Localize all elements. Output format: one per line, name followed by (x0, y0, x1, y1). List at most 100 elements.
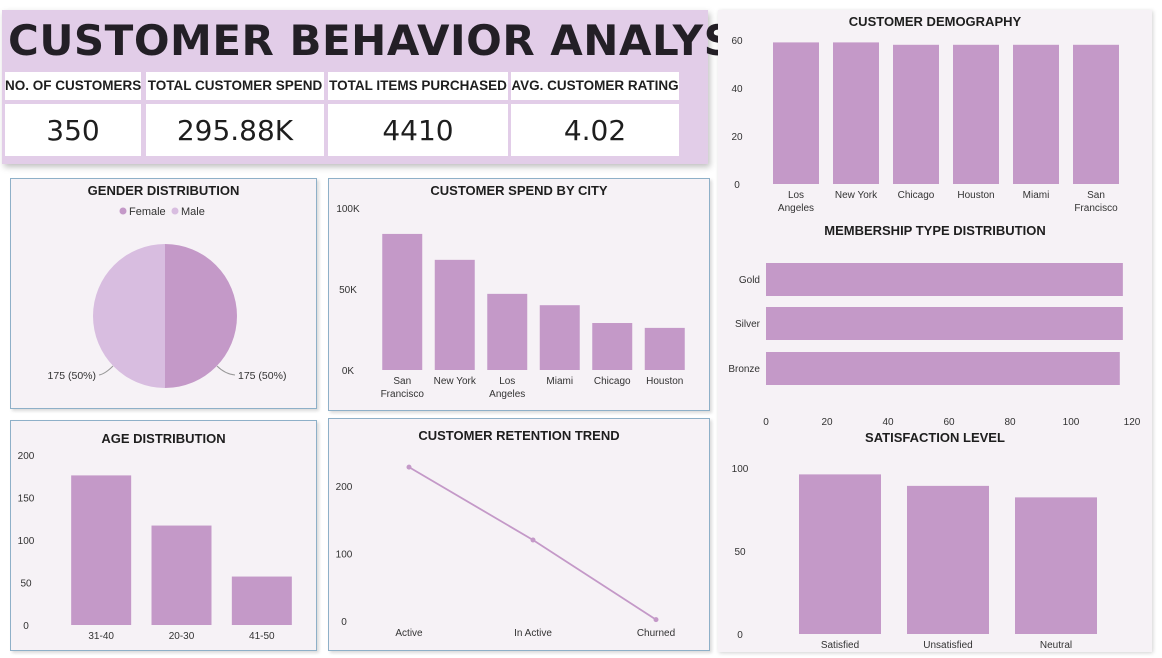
y-tick-label: 50 (734, 547, 746, 558)
y-tick-label: 100 (336, 550, 353, 561)
kpi-card-customers[interactable]: NO. OF CUSTOMERS 350 (5, 72, 141, 156)
x-tick-label: Churned (637, 628, 675, 639)
kpi-label: TOTAL CUSTOMER SPEND (146, 72, 324, 100)
y-tick-label: 100 (18, 536, 35, 547)
spend-by-city-panel[interactable]: CUSTOMER SPEND BY CITY 0K 50K 100K San Franc… (328, 178, 710, 411)
data-label: 175 (50%) (48, 370, 96, 382)
x-tick-label: San (393, 376, 411, 387)
x-tick-label: New York (434, 376, 477, 387)
y-tick-label: 200 (18, 451, 35, 462)
bar[interactable] (766, 263, 1123, 296)
legend-marker (119, 207, 127, 215)
x-tick-label: 0 (763, 417, 769, 428)
age-bar-chart[interactable]: 0 50 100 150 200 31-40 20-30 41-50 (11, 421, 318, 652)
x-tick-label: Francisco (1074, 203, 1118, 214)
retention-trend-panel[interactable]: CUSTOMER RETENTION TREND 0 100 200 Active In… (328, 418, 710, 651)
y-tick-label: 50 (20, 579, 32, 590)
pie-slice[interactable] (165, 244, 237, 388)
chart-title: MEMBERSHIP TYPE DISTRIBUTION (824, 223, 1046, 238)
bar[interactable] (644, 327, 685, 370)
x-tick-label: Angeles (778, 203, 814, 214)
kpi-card-spend[interactable]: TOTAL CUSTOMER SPEND 295.88K (146, 72, 324, 156)
bar[interactable] (434, 259, 475, 370)
kpi-value: 4.02 (511, 104, 679, 156)
bar[interactable] (833, 42, 879, 185)
x-tick-label: 60 (943, 417, 955, 428)
x-tick-label: Chicago (898, 190, 935, 201)
x-tick-label: Angeles (489, 389, 525, 400)
satisfaction-bar-chart[interactable]: 0 50 100 Satisfied Unsatisfied Neutral (718, 438, 1152, 652)
x-tick-label: Satisfied (821, 640, 859, 651)
x-tick-label: Houston (957, 190, 994, 201)
bar[interactable] (893, 44, 939, 184)
leader-line (98, 365, 114, 376)
y-tick-label: 40 (731, 84, 743, 95)
retention-line-chart[interactable]: 0 100 200 Active In Active Churned (329, 419, 711, 652)
demography-bar-chart[interactable]: 0 20 40 60 Los Angeles New York Chicago Houston M… (718, 10, 1152, 220)
x-tick-label: Francisco (381, 389, 425, 400)
kpi-card-items[interactable]: TOTAL ITEMS PURCHASED 4410 (328, 72, 508, 156)
series-line (408, 466, 657, 621)
x-tick-label: Neutral (1040, 640, 1072, 651)
kpi-label: TOTAL ITEMS PURCHASED (328, 72, 508, 100)
chart-title: AGE DISTRIBUTION (101, 431, 226, 446)
x-tick-label: Miami (1023, 190, 1050, 201)
bar[interactable] (231, 576, 292, 625)
bar[interactable] (799, 474, 881, 634)
bar[interactable] (539, 305, 580, 370)
y-tick-label: 200 (336, 482, 353, 493)
kpi-card-rating[interactable]: AVG. CUSTOMER RATING 4.02 (511, 72, 679, 156)
x-tick-label: San (1087, 190, 1105, 201)
chart-title: CUSTOMER SPEND BY CITY (430, 183, 608, 198)
x-tick-label: 20 (821, 417, 833, 428)
y-tick-label: 0 (341, 617, 347, 628)
bar[interactable] (1013, 44, 1059, 184)
data-label: 175 (50%) (238, 370, 286, 382)
legend-label: Male (181, 206, 205, 218)
data-point[interactable] (653, 617, 659, 623)
bar[interactable] (71, 475, 132, 625)
gender-distribution-panel[interactable]: GENDER DISTRIBUTION Female Male 175 (50%) 1… (10, 178, 317, 409)
membership-bar-chart[interactable]: Gold Silver Bronze 0 20 40 60 80 100 120 (718, 232, 1152, 432)
kpi-value: 350 (5, 104, 141, 156)
bar[interactable] (773, 42, 819, 185)
x-tick-label: Houston (646, 376, 683, 387)
y-tick-label: 0 (23, 621, 29, 632)
x-tick-label: Chicago (594, 376, 631, 387)
bar[interactable] (907, 485, 989, 634)
age-distribution-panel[interactable]: AGE DISTRIBUTION 0 50 100 150 200 31-40 20-30 4… (10, 420, 317, 651)
bar[interactable] (953, 44, 999, 184)
pie-slice[interactable] (93, 244, 165, 388)
y-tick-label: Bronze (728, 364, 760, 375)
y-tick-label: 60 (731, 36, 743, 47)
y-tick-label: Gold (739, 275, 760, 286)
bar[interactable] (1015, 497, 1097, 634)
bar[interactable] (382, 233, 423, 370)
data-point[interactable] (406, 464, 412, 470)
gender-pie-chart[interactable]: Female Male 175 (50%) 175 (50%) (11, 179, 318, 410)
bar[interactable] (151, 525, 212, 625)
kpi-label: AVG. CUSTOMER RATING (511, 72, 679, 100)
x-tick-label: Active (395, 628, 423, 639)
bar[interactable] (766, 352, 1120, 385)
x-tick-label: In Active (514, 628, 552, 639)
x-tick-label: 41-50 (249, 631, 275, 642)
y-tick-label: Silver (735, 319, 761, 330)
bar[interactable] (487, 293, 528, 370)
x-tick-label: 80 (1004, 417, 1016, 428)
legend-marker (171, 207, 179, 215)
bar[interactable] (766, 307, 1123, 340)
y-tick-label: 0K (342, 366, 355, 377)
bar[interactable] (592, 323, 633, 370)
x-tick-label: 31-40 (88, 631, 114, 642)
x-tick-label: New York (835, 190, 878, 201)
header-banner: CUSTOMER BEHAVIOR ANALYSIS NO. OF CUSTOM… (2, 10, 781, 164)
x-tick-label: 100 (1063, 417, 1080, 428)
x-tick-label: Los (499, 376, 515, 387)
spend-by-city-bar-chart[interactable]: 0K 50K 100K San Francisco New York Los Angeles M… (329, 179, 711, 412)
page-title: CUSTOMER BEHAVIOR ANALYSIS (8, 16, 782, 65)
chart-title: SATISFACTION LEVEL (865, 430, 1005, 445)
data-point[interactable] (530, 537, 536, 543)
chart-title: CUSTOMER RETENTION TREND (418, 428, 620, 443)
bar[interactable] (1073, 44, 1119, 184)
